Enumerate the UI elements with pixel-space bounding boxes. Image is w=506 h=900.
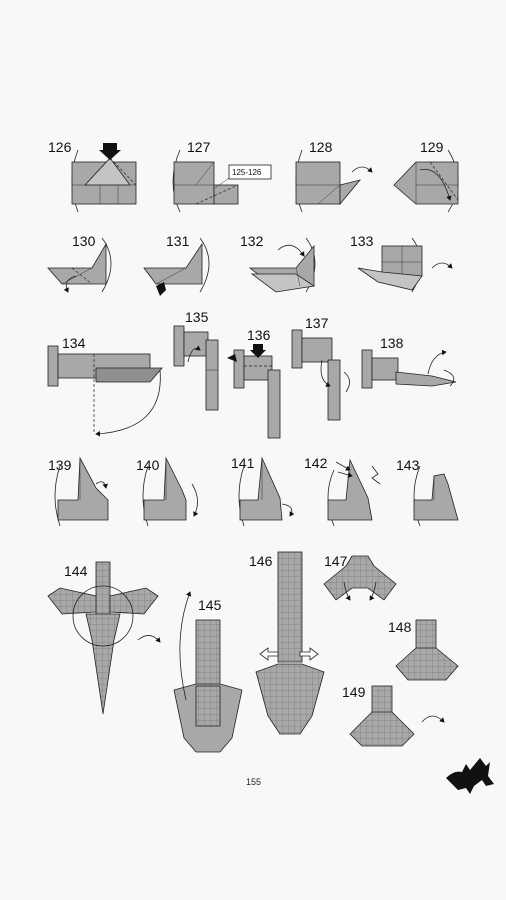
step-141: 141 (231, 455, 295, 527)
step-number: 133 (350, 233, 374, 249)
rotate-arrow-icon (351, 166, 373, 173)
step-number: 129 (420, 139, 444, 155)
step-131: 131 (143, 233, 210, 296)
dragon-logo (446, 758, 494, 794)
step-147: 147 (323, 553, 397, 601)
step-140: 140 (136, 456, 199, 527)
step-134: 134 (47, 335, 163, 437)
step-132: 132 (240, 233, 316, 293)
step-127: 127 125-126 (172, 139, 272, 213)
reference-label: 125-126 (232, 168, 262, 177)
step-number: 128 (309, 139, 333, 155)
step-130: 130 (47, 233, 112, 293)
step-number: 146 (249, 553, 273, 569)
step-144: 144 (47, 561, 161, 715)
step-number: 142 (304, 455, 328, 471)
step-number: 134 (62, 335, 86, 351)
pull-left-arrow-icon (259, 647, 279, 661)
page-number: 155 (246, 777, 261, 787)
rotate-arrow-icon (137, 635, 161, 643)
step-142: 142 (304, 455, 381, 527)
step-number: 137 (305, 315, 329, 331)
step-number: 135 (185, 309, 209, 325)
step-number: 127 (187, 139, 211, 155)
step-135: 135 (173, 309, 219, 411)
step-146: 146 (249, 551, 325, 735)
rotate-arrow-icon (431, 262, 453, 269)
step-145: 145 (173, 591, 243, 753)
push-arrow-icon (250, 344, 266, 358)
step-139: 139 (48, 456, 109, 527)
step-136: 136 (227, 327, 281, 439)
step-133: 133 (350, 233, 453, 293)
step-number: 136 (247, 327, 271, 343)
step-128: 128 (295, 139, 373, 213)
push-arrow-icon (156, 282, 166, 296)
step-number: 131 (166, 233, 190, 249)
step-126: 126 (48, 139, 137, 213)
step-number: 139 (48, 457, 72, 473)
step-number: 126 (48, 139, 72, 155)
step-number: 141 (231, 455, 255, 471)
push-arrow-icon (227, 354, 237, 362)
push-arrow-icon (99, 143, 121, 160)
step-number: 132 (240, 233, 264, 249)
step-number: 148 (388, 619, 412, 635)
step-number: 138 (380, 335, 404, 351)
reference-box (228, 164, 272, 180)
step-number: 144 (64, 563, 88, 579)
step-number: 143 (396, 457, 420, 473)
step-number: 147 (324, 553, 348, 569)
step-143: 143 (396, 457, 459, 527)
step-148: 148 (388, 619, 459, 681)
step-138: 138 (361, 335, 457, 389)
step-number: 140 (136, 457, 160, 473)
step-149: 149 (342, 684, 445, 747)
step-number: 130 (72, 233, 96, 249)
rotate-arrow-icon (421, 715, 445, 723)
step-number: 145 (198, 597, 222, 613)
pull-right-arrow-icon (299, 647, 319, 661)
step-number: 149 (342, 684, 366, 700)
step-129: 129 (393, 139, 459, 213)
step-137: 137 (291, 315, 350, 421)
